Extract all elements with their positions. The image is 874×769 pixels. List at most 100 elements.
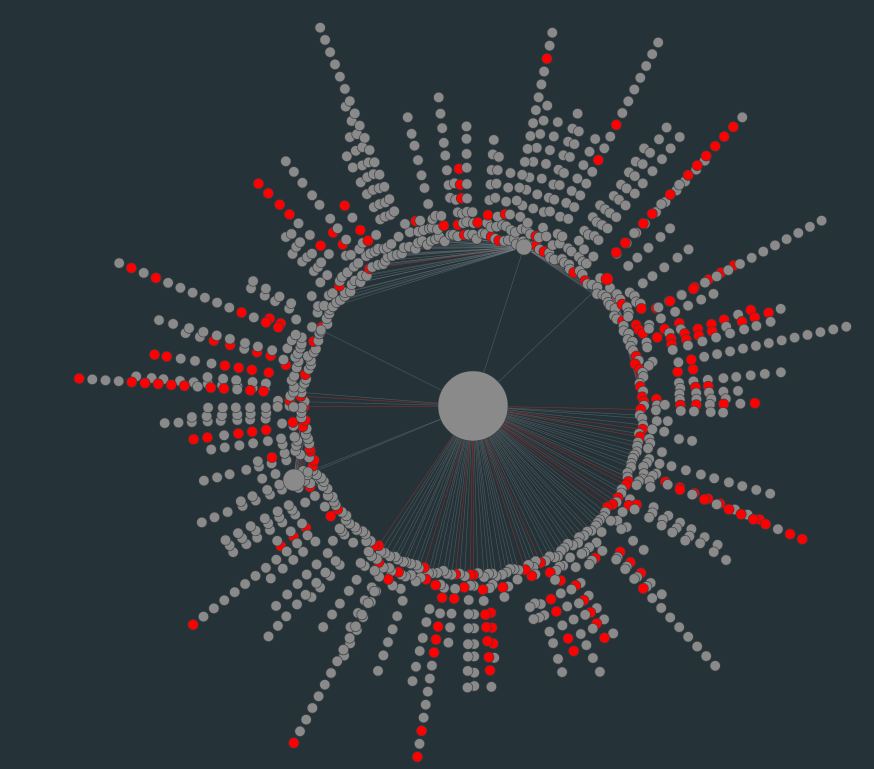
spoke-node[interactable]: [574, 189, 586, 201]
spoke-node[interactable]: [378, 181, 390, 193]
chain-node[interactable]: [672, 366, 684, 378]
spoke-node[interactable]: [541, 53, 553, 65]
ring-node[interactable]: [288, 431, 300, 443]
spoke-node[interactable]: [260, 562, 272, 574]
chain-node[interactable]: [666, 526, 678, 538]
spoke-node[interactable]: [314, 22, 326, 34]
chain-node[interactable]: [233, 439, 245, 451]
spoke-node[interactable]: [218, 383, 230, 395]
chain-node[interactable]: [655, 312, 667, 324]
chain-node[interactable]: [326, 608, 338, 620]
chain-node[interactable]: [723, 476, 735, 488]
chain-node[interactable]: [682, 243, 694, 255]
chain-node[interactable]: [341, 150, 353, 162]
spoke-node[interactable]: [840, 321, 852, 333]
ring-node[interactable]: [615, 523, 627, 535]
chain-node[interactable]: [480, 621, 492, 633]
chain-node[interactable]: [402, 111, 414, 123]
chain-node[interactable]: [153, 314, 165, 326]
chain-node[interactable]: [272, 505, 284, 517]
chain-node[interactable]: [710, 331, 722, 343]
spoke-node[interactable]: [616, 107, 628, 119]
chain-node[interactable]: [565, 583, 577, 595]
spoke-node[interactable]: [664, 189, 676, 201]
chain-node[interactable]: [765, 316, 777, 328]
chain-node[interactable]: [548, 194, 560, 206]
chain-node[interactable]: [149, 349, 161, 361]
chain-node[interactable]: [483, 651, 495, 663]
chain-node[interactable]: [343, 585, 355, 597]
ring-node[interactable]: [622, 311, 634, 323]
chain-node[interactable]: [637, 158, 649, 170]
chain-node[interactable]: [680, 464, 692, 476]
spoke-node[interactable]: [538, 66, 550, 78]
spoke-node[interactable]: [413, 738, 425, 750]
chain-node[interactable]: [202, 402, 214, 414]
chain-node[interactable]: [644, 147, 656, 159]
hub-left[interactable]: [315, 324, 327, 336]
chain-node[interactable]: [541, 100, 553, 112]
spoke-node[interactable]: [319, 34, 331, 46]
chain-node[interactable]: [620, 199, 632, 211]
spoke-node[interactable]: [356, 609, 368, 621]
ring-node[interactable]: [650, 404, 662, 416]
chain-node[interactable]: [524, 601, 536, 613]
ring-node[interactable]: [658, 426, 670, 438]
chain-node[interactable]: [661, 122, 673, 134]
spoke-node[interactable]: [359, 132, 371, 144]
ring-node[interactable]: [399, 218, 411, 230]
chain-node[interactable]: [669, 306, 681, 318]
chain-node[interactable]: [601, 222, 613, 234]
chain-node[interactable]: [720, 554, 732, 566]
spoke-node[interactable]: [430, 633, 442, 645]
chain-node[interactable]: [445, 608, 457, 620]
chain-node[interactable]: [656, 519, 668, 531]
spoke-node[interactable]: [334, 71, 346, 83]
chain-node[interactable]: [688, 405, 700, 417]
spoke-node[interactable]: [368, 585, 380, 597]
chain-node[interactable]: [631, 252, 643, 264]
chain-node[interactable]: [556, 619, 568, 631]
chain-node[interactable]: [246, 490, 258, 502]
chain-node[interactable]: [656, 588, 668, 600]
ring-node[interactable]: [327, 287, 339, 299]
chain-node[interactable]: [750, 484, 762, 496]
ring-node[interactable]: [565, 246, 577, 258]
chain-node[interactable]: [436, 122, 448, 134]
ring-node[interactable]: [651, 331, 663, 343]
chain-node[interactable]: [738, 323, 750, 335]
spoke-node[interactable]: [619, 563, 631, 575]
ring-node[interactable]: [642, 442, 654, 454]
chain-node[interactable]: [664, 222, 676, 234]
spoke-node[interactable]: [383, 193, 395, 205]
spoke-node[interactable]: [628, 227, 640, 239]
ring-node[interactable]: [355, 557, 367, 569]
ring-node[interactable]: [498, 591, 510, 603]
chain-node[interactable]: [540, 158, 552, 170]
chain-node[interactable]: [220, 534, 232, 546]
spoke-node[interactable]: [735, 508, 747, 520]
chain-node[interactable]: [410, 661, 422, 673]
chain-node[interactable]: [219, 360, 231, 372]
ring-node[interactable]: [472, 217, 484, 229]
spoke-node[interactable]: [747, 513, 759, 525]
chain-node[interactable]: [675, 405, 687, 417]
spoke-node[interactable]: [362, 597, 374, 609]
chain-node[interactable]: [545, 593, 557, 605]
ring-node[interactable]: [321, 269, 333, 281]
chain-node[interactable]: [665, 142, 677, 154]
chain-node[interactable]: [646, 270, 658, 282]
spoke-node[interactable]: [604, 131, 616, 143]
ring-node[interactable]: [385, 238, 397, 250]
spoke-node[interactable]: [676, 289, 688, 301]
chain-node[interactable]: [304, 229, 316, 241]
chain-node[interactable]: [159, 417, 171, 429]
ring-node[interactable]: [641, 341, 653, 353]
chain-node[interactable]: [420, 616, 432, 628]
chain-node[interactable]: [340, 234, 352, 246]
ring-node[interactable]: [279, 447, 291, 459]
chain-node[interactable]: [679, 535, 691, 547]
ring-node[interactable]: [347, 537, 359, 549]
chain-node[interactable]: [319, 566, 331, 578]
chain-node[interactable]: [260, 424, 272, 436]
